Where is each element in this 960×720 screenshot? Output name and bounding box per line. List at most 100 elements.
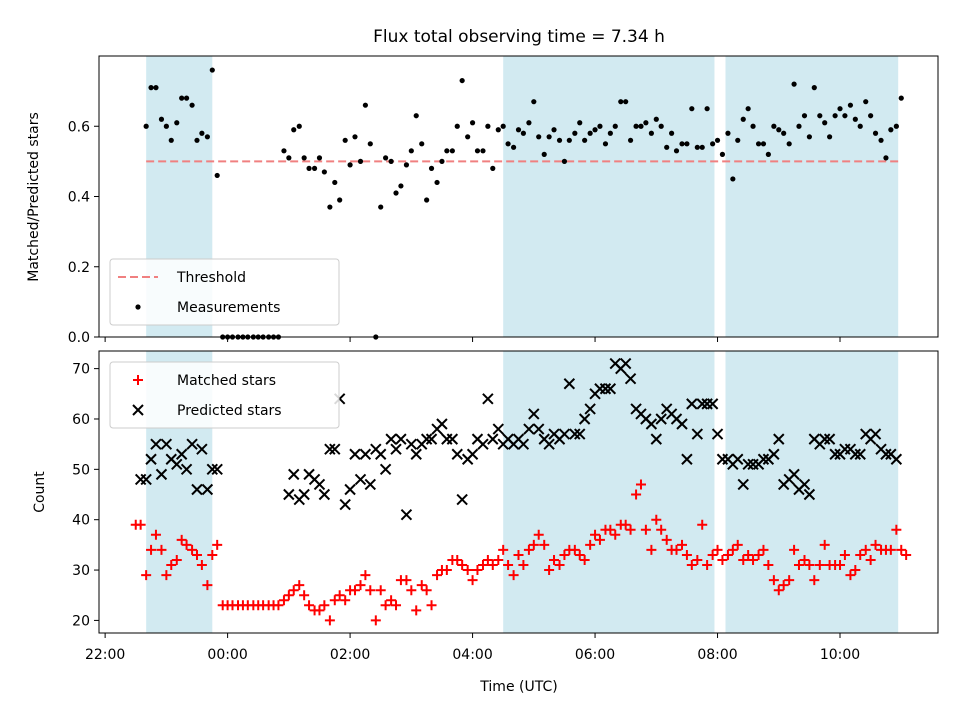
data-point — [379, 463, 392, 476]
y-tick-label: 40 — [72, 513, 90, 529]
y-tick-label: 70 — [72, 362, 90, 378]
data-point — [324, 615, 335, 626]
data-point — [487, 560, 498, 571]
data-point — [214, 172, 220, 179]
data-point — [648, 130, 654, 136]
data-point — [850, 565, 861, 576]
data-point — [304, 600, 315, 611]
data-point — [176, 534, 187, 545]
data-point — [533, 529, 544, 540]
data-point — [773, 433, 785, 445]
data-point — [852, 116, 858, 122]
legend-swatch — [133, 375, 143, 385]
data-point — [577, 120, 583, 126]
data-point — [466, 448, 479, 460]
data-point — [604, 383, 617, 395]
data-point — [572, 130, 578, 136]
data-point — [493, 554, 504, 565]
legend-swatch — [132, 404, 144, 416]
data-point — [196, 443, 208, 455]
data-point — [854, 448, 866, 460]
data-point — [359, 448, 372, 460]
data-point — [316, 155, 323, 161]
data-point — [717, 554, 728, 565]
data-point — [364, 478, 377, 491]
data-point — [393, 190, 399, 196]
data-point — [405, 438, 418, 450]
data-point — [428, 165, 435, 171]
top-y-axis-label: Matched/Predicted stars — [26, 112, 42, 282]
data-point — [319, 600, 330, 611]
data-point — [487, 433, 499, 445]
data-point — [863, 99, 869, 105]
data-point — [469, 120, 476, 126]
data-point — [482, 393, 494, 405]
x-tick-label: 06:00 — [575, 647, 615, 663]
data-point — [599, 383, 612, 395]
data-point — [209, 67, 215, 73]
data-point — [161, 570, 172, 581]
data-point — [513, 549, 524, 560]
data-point — [135, 519, 146, 530]
data-point — [339, 498, 351, 511]
data-point — [503, 560, 514, 571]
data-point — [885, 544, 896, 555]
data-point — [495, 127, 501, 133]
bottom-panel: 20 30 40 50 60 70 22:00 00:00 02:00 04:00 06:00 08:… — [72, 350, 939, 663]
data-point — [640, 524, 651, 535]
data-point — [425, 433, 438, 445]
data-point — [321, 169, 327, 175]
data-point — [518, 560, 529, 571]
data-point — [362, 102, 368, 108]
data-point — [536, 134, 542, 140]
data-point — [702, 560, 713, 571]
data-point — [607, 130, 613, 136]
data-point — [763, 560, 774, 571]
axes-frame — [98, 350, 939, 634]
data-point — [505, 141, 511, 147]
data-point — [817, 113, 823, 119]
data-point — [134, 473, 147, 486]
data-point — [748, 554, 759, 565]
data-point — [462, 565, 473, 576]
data-point — [334, 590, 345, 601]
data-point — [818, 433, 831, 445]
data-point — [411, 605, 422, 616]
data-point — [638, 123, 644, 129]
data-point — [860, 544, 871, 555]
data-point — [485, 123, 491, 129]
data-point — [605, 524, 616, 535]
data-point — [710, 141, 716, 147]
data-point — [202, 580, 213, 591]
data-point — [839, 549, 850, 560]
data-point — [477, 560, 488, 571]
data-point — [742, 458, 754, 471]
data-point — [446, 433, 459, 445]
data-point — [477, 438, 489, 450]
data-point — [643, 120, 649, 126]
data-point — [719, 151, 726, 157]
data-point — [592, 127, 598, 133]
data-point — [186, 438, 198, 450]
data-point — [410, 448, 422, 460]
data-point — [845, 570, 856, 581]
data-point — [635, 479, 646, 490]
data-point — [781, 130, 787, 136]
data-point — [541, 151, 547, 157]
data-point — [837, 106, 843, 112]
data-point — [757, 453, 770, 465]
data-point — [869, 428, 882, 440]
data-point — [730, 176, 736, 182]
data-point — [725, 130, 731, 136]
data-point — [556, 137, 563, 143]
data-point — [890, 453, 903, 465]
data-point — [566, 137, 572, 143]
data-point — [597, 123, 603, 129]
data-point — [296, 123, 302, 129]
data-point — [868, 113, 874, 119]
data-point — [166, 560, 177, 571]
data-point — [398, 183, 404, 189]
data-point — [171, 458, 183, 471]
data-point — [618, 99, 624, 105]
data-point — [673, 148, 680, 154]
